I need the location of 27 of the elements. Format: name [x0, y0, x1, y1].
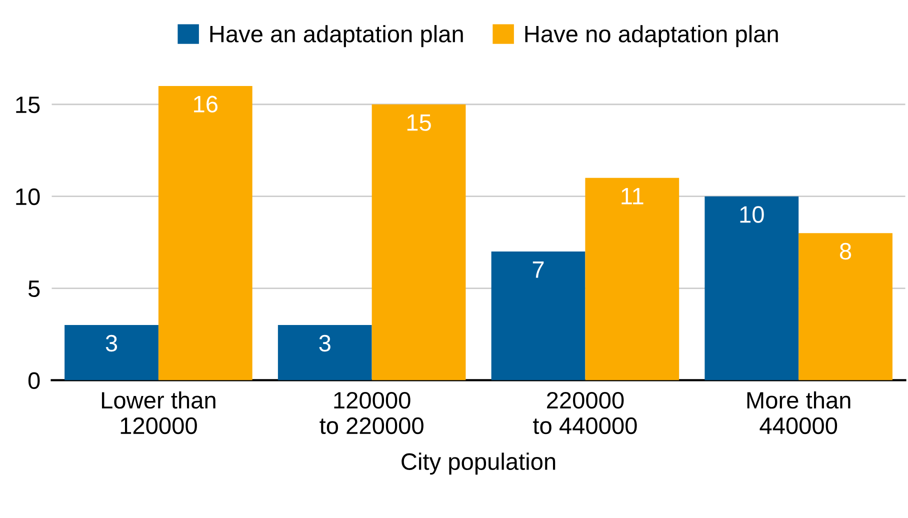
legend-label: Have an adaptation plan: [210, 25, 463, 48]
bar: [491, 251, 586, 380]
data-label: 11: [622, 188, 644, 204]
data-label: 10: [740, 206, 764, 223]
data-label: 8: [840, 242, 852, 260]
y-tick-label: 5: [28, 280, 40, 298]
x-tick-label: 120000 to 220000: [320, 392, 424, 434]
data-label: 15: [407, 114, 431, 131]
bar: [372, 104, 466, 380]
bar: [704, 196, 799, 380]
data-label: 7: [532, 262, 544, 278]
bar: [278, 325, 372, 380]
bar: [64, 325, 158, 380]
bar: [585, 178, 680, 380]
bar: [158, 86, 252, 380]
y-tick-label: 0: [28, 372, 40, 389]
legend-label: Have no adaptation plan: [525, 25, 778, 48]
x-tick-label: More than 440000: [747, 391, 850, 434]
data-label: 16: [194, 96, 218, 113]
y-tick-label: 10: [16, 188, 40, 206]
data-label: 3: [106, 334, 118, 352]
bar: [798, 233, 892, 380]
x-tick-label: Lower than 120000: [102, 391, 216, 434]
x-tick-label: 220000 to 440000: [533, 392, 637, 434]
y-tick-label: 15: [16, 96, 40, 114]
x-axis-title: City population: [402, 452, 556, 475]
data-label: 3: [319, 334, 330, 352]
